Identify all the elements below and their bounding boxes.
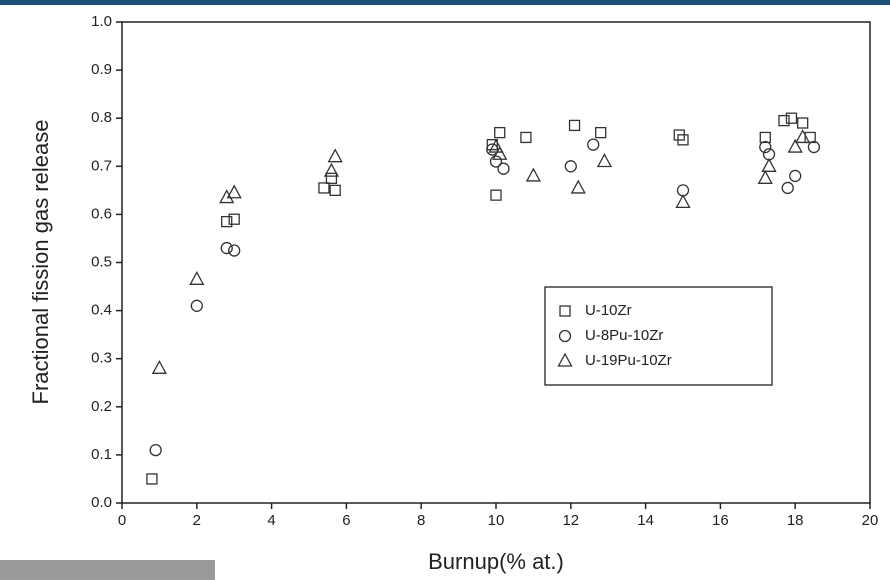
x-axis-title: Burnup(% at.) xyxy=(428,549,564,574)
data-point xyxy=(759,140,772,154)
data-point xyxy=(486,143,499,156)
data-point xyxy=(787,138,803,153)
data-point xyxy=(494,126,506,139)
data-point xyxy=(759,131,771,144)
data-point xyxy=(789,169,802,183)
y-tick-label: 0.3 xyxy=(91,350,112,367)
x-tick-label: 16 xyxy=(712,512,729,529)
data-point xyxy=(329,184,341,197)
image-fragment xyxy=(0,560,215,580)
x-tick-label: 18 xyxy=(787,512,804,529)
legend-marker xyxy=(557,352,573,367)
x-tick-label: 14 xyxy=(637,512,654,529)
data-point xyxy=(489,155,503,168)
data-point xyxy=(675,194,691,209)
plot-frame xyxy=(121,21,871,504)
y-tick-label: 0.7 xyxy=(91,157,112,174)
data-point xyxy=(220,241,233,255)
x-tick-label: 8 xyxy=(417,512,425,529)
data-point xyxy=(785,112,798,124)
y-axis-title: Fractional fission gas release xyxy=(28,120,53,405)
legend-label: U-19Pu-10Zr xyxy=(585,352,672,369)
data-point xyxy=(226,184,242,199)
x-tick-label: 2 xyxy=(193,512,201,529)
y-tick-label: 0.8 xyxy=(91,109,112,126)
data-point xyxy=(488,138,504,153)
x-tick-label: 0 xyxy=(118,512,126,529)
legend-marker xyxy=(559,305,571,317)
data-point xyxy=(757,169,773,184)
y-tick-label: 0.0 xyxy=(91,494,112,511)
data-point xyxy=(492,145,508,160)
data-point xyxy=(151,359,167,374)
x-tick-label: 12 xyxy=(562,512,579,529)
legend-label: U-8Pu-10Zr xyxy=(585,327,663,344)
data-point xyxy=(761,157,777,172)
data-point xyxy=(486,139,498,151)
data-point xyxy=(497,162,510,175)
data-point xyxy=(219,189,235,204)
data-point xyxy=(318,182,330,194)
data-point xyxy=(525,167,541,182)
data-point xyxy=(520,131,532,144)
legend-box xyxy=(544,286,773,386)
data-point xyxy=(587,138,600,151)
data-point xyxy=(570,179,586,194)
y-tick-label: 0.9 xyxy=(91,61,112,78)
legend-label: U-10Zr xyxy=(585,302,632,319)
data-point xyxy=(190,299,203,312)
data-point xyxy=(564,160,577,173)
y-tick-label: 0.4 xyxy=(91,302,112,319)
data-point xyxy=(325,172,338,184)
x-tick-label: 20 xyxy=(862,512,879,529)
data-point xyxy=(568,119,581,132)
data-point xyxy=(149,443,162,457)
data-point xyxy=(807,140,821,154)
data-point xyxy=(797,117,809,129)
data-point xyxy=(795,129,811,144)
top-bar xyxy=(0,0,890,5)
data-point xyxy=(595,126,607,139)
data-point xyxy=(189,270,205,285)
data-point xyxy=(490,189,502,201)
data-point xyxy=(228,244,241,257)
x-tick-label: 4 xyxy=(267,512,275,529)
data-point xyxy=(327,148,343,163)
y-tick-label: 1.0 xyxy=(91,13,112,30)
data-point xyxy=(781,181,794,195)
x-tick-label: 10 xyxy=(488,512,505,529)
x-tick-label: 6 xyxy=(342,512,350,529)
data-point xyxy=(228,213,240,225)
y-tick-label: 0.1 xyxy=(91,446,112,463)
data-point xyxy=(146,473,158,485)
data-point xyxy=(596,153,613,168)
y-tick-label: 0.5 xyxy=(91,253,112,270)
data-point xyxy=(323,162,340,177)
y-tick-label: 0.2 xyxy=(91,398,112,415)
legend-marker xyxy=(558,329,572,343)
data-point xyxy=(221,215,233,228)
data-point xyxy=(778,114,790,127)
data-point xyxy=(677,134,689,146)
y-tick-label: 0.6 xyxy=(91,205,112,222)
